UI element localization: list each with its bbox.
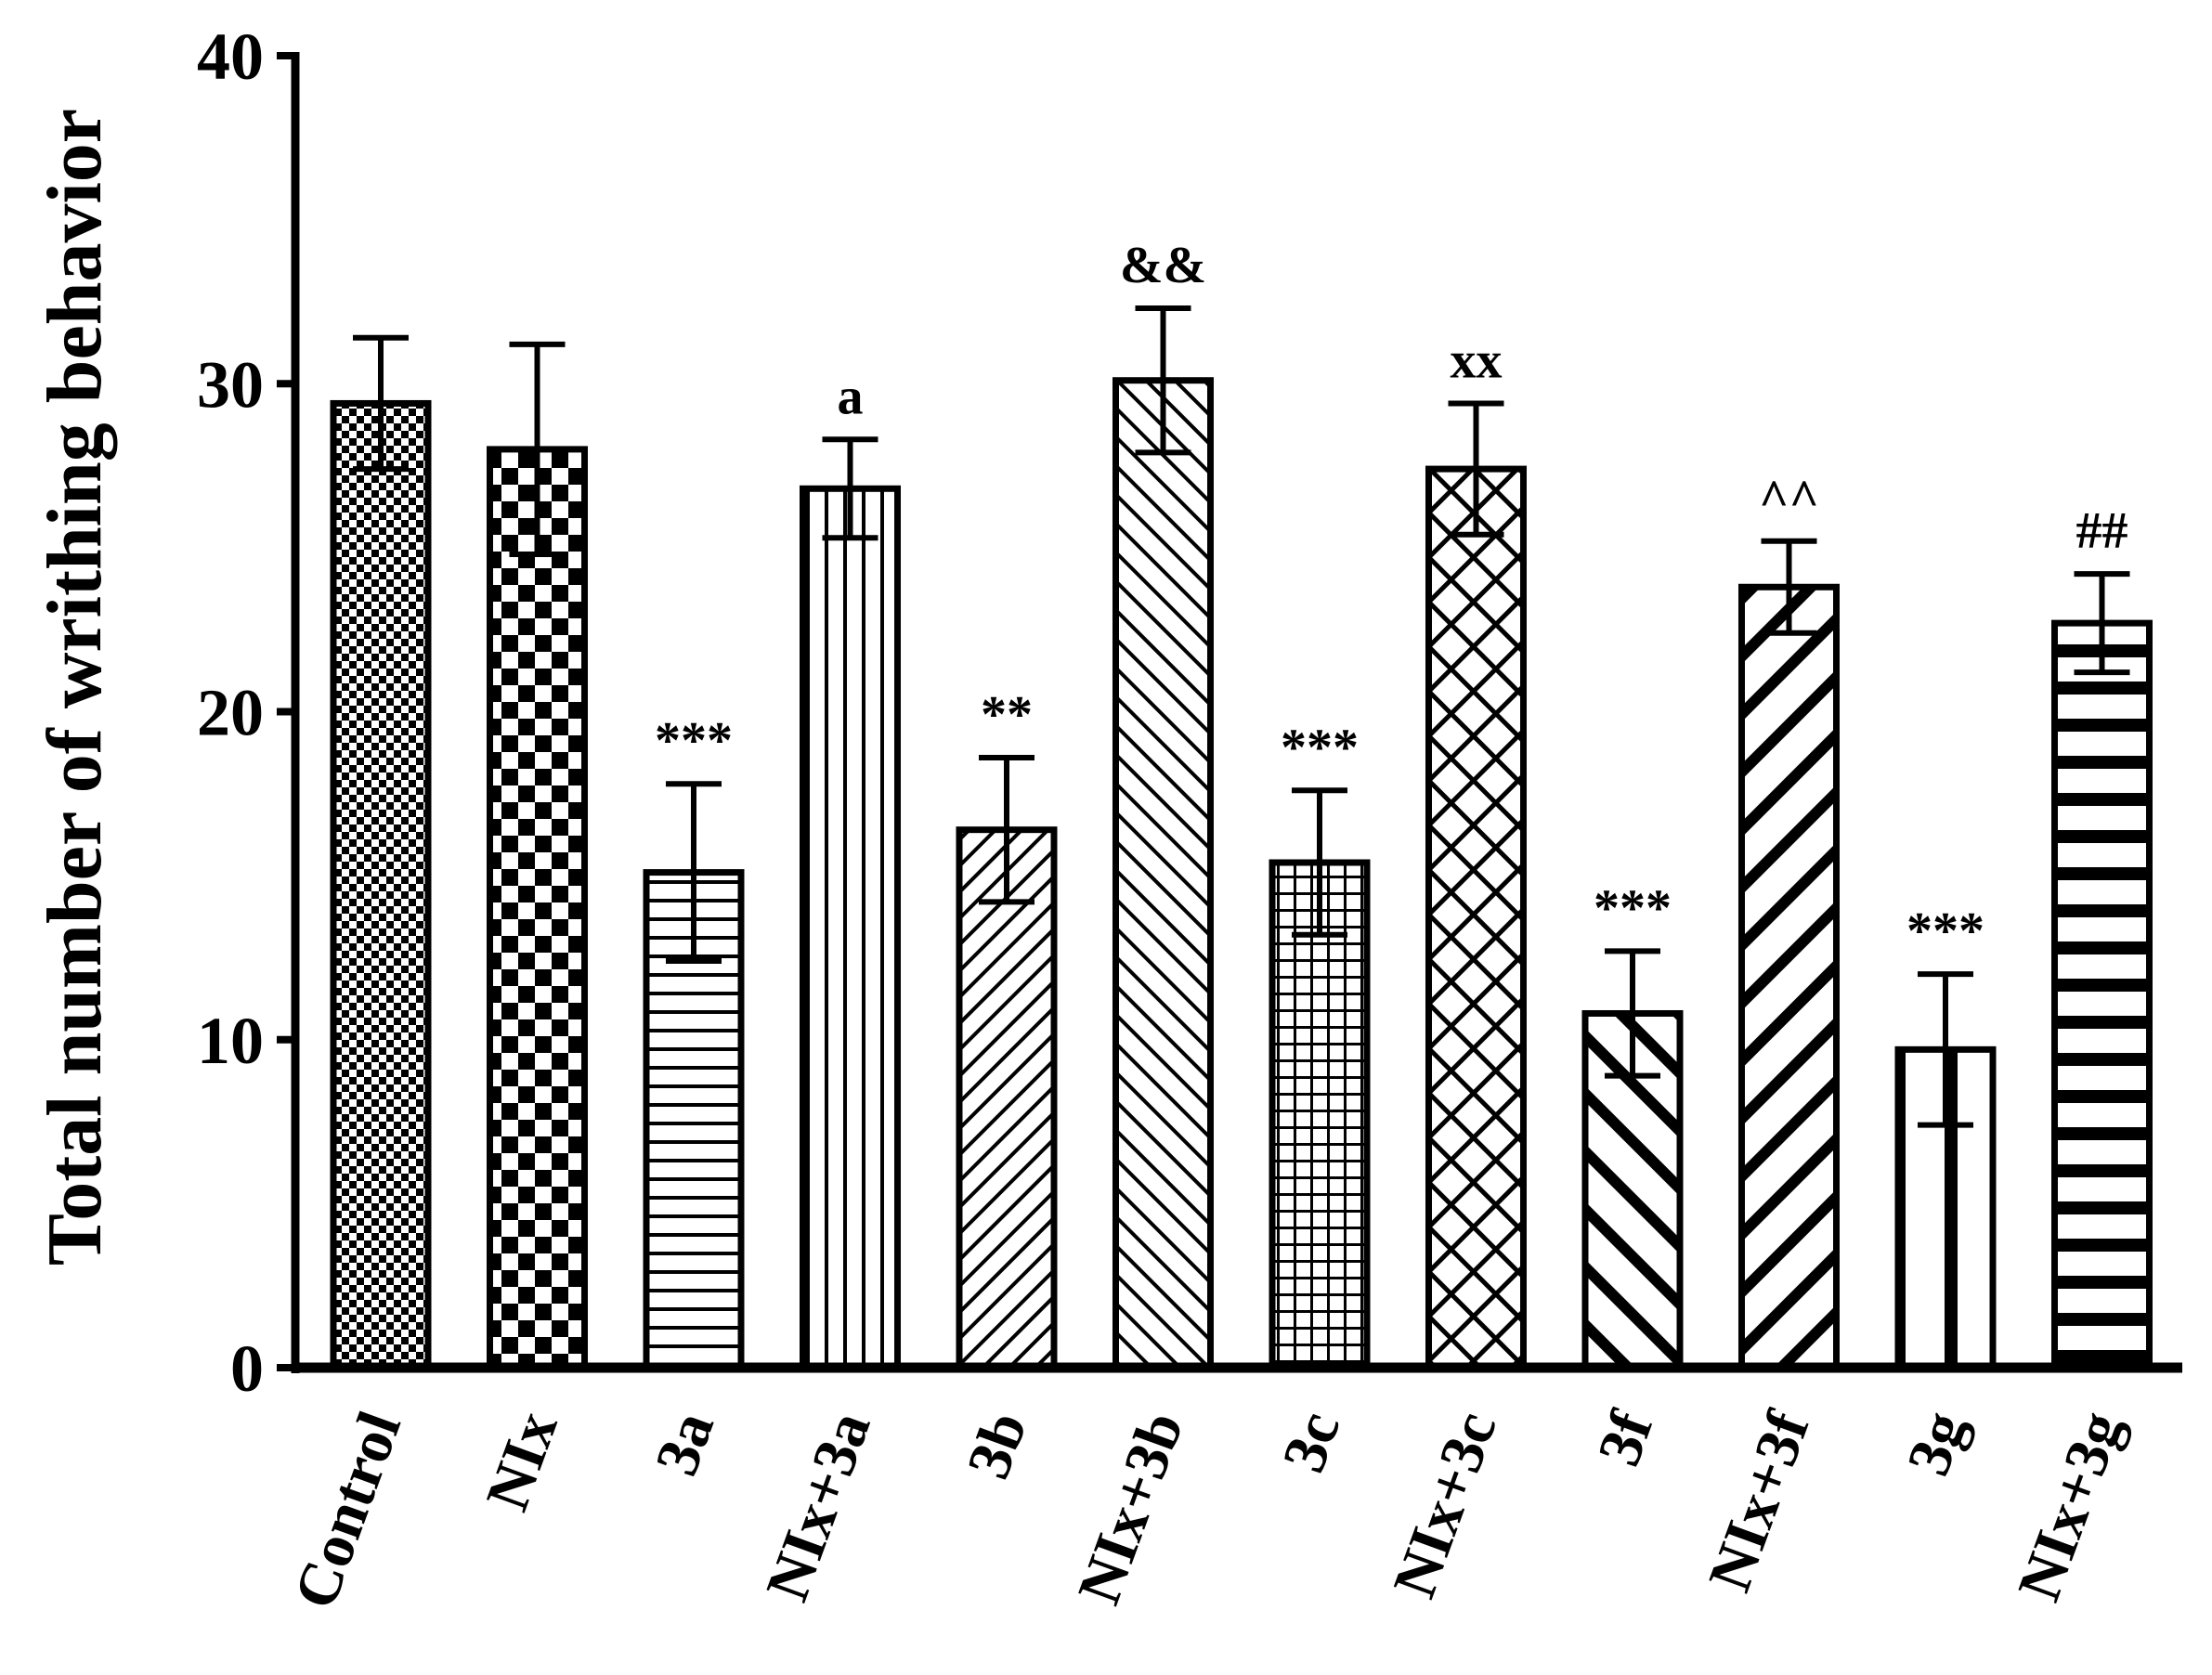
annotations-layer: *** a ** && *** xx *** ^^ *** ##: [655, 237, 2128, 960]
significance-label-3g: ***: [1906, 902, 1984, 960]
bar-nix-plus-3f: [1738, 583, 1840, 1371]
bar-control: [330, 399, 432, 1371]
bar-nix-plus-3a: [800, 485, 901, 1371]
x-tick-label-nix-plus-3b: NIx+3b: [1065, 1403, 1197, 1613]
y-tick-labels: 0 10 20 30 40: [197, 19, 264, 1406]
x-tick-label-nix-plus-3g: NIx+3g: [2005, 1403, 2135, 1609]
x-tick-label-3c: 3c: [1269, 1403, 1353, 1481]
y-axis-title: Total number of writhing behavior: [32, 109, 118, 1266]
x-tick-label-control: Control: [281, 1403, 414, 1617]
x-tick-labels: Control NIx 3a NIx+3a 3b NIx+3b 3c NIx+3c 3f NIx+…: [281, 1402, 2136, 1617]
bar-nix-plus-3b: [1113, 377, 1214, 1371]
x-tick-label-nix-plus-3c: NIx+3c: [1380, 1403, 1509, 1606]
significance-label-nix-plus-3a: a: [838, 368, 864, 425]
bar-nix-plus-3g: [2051, 619, 2153, 1371]
axes-layer: [277, 52, 2182, 1373]
x-tick-label-3b: 3b: [955, 1403, 1040, 1487]
x-tick-label-nix-plus-3a: NIx+3a: [753, 1403, 883, 1609]
significance-label-nix-plus-3f: ^^: [1759, 470, 1819, 527]
y-tick-label-30: 30: [197, 347, 264, 422]
x-tick-label-3g: 3g: [1894, 1403, 1979, 1484]
significance-label-nix-plus-3b: &&: [1120, 237, 1206, 294]
bars-layer: [330, 377, 2153, 1371]
bar-3c: [1269, 859, 1371, 1371]
y-tick-label-10: 10: [197, 1004, 264, 1078]
x-tick-label-3a: 3a: [643, 1403, 727, 1484]
x-tick-label-3f: 3f: [1585, 1402, 1667, 1474]
error-bars-layer: [353, 305, 2130, 1128]
error-bar-3b: [979, 754, 1034, 905]
bar-nix: [487, 446, 588, 1371]
y-tick-label-20: 20: [197, 676, 264, 750]
error-bar-nix-plus-3a: [822, 436, 878, 541]
error-bar-3f: [1605, 948, 1660, 1079]
error-bar-control: [353, 334, 409, 473]
bar-nix-plus-3c: [1425, 465, 1527, 1371]
significance-label-nix-plus-3g: ##: [2076, 502, 2128, 560]
error-bar-nix-plus-3b: [1135, 305, 1191, 456]
significance-label-3f: ***: [1594, 879, 1672, 937]
error-bar-3a: [666, 781, 722, 964]
significance-label-3c: ***: [1281, 719, 1359, 776]
error-bar-nix: [509, 341, 566, 557]
significance-label-nix-plus-3c: xx: [1451, 331, 1503, 389]
x-tick-label-nix-plus-3f: NIx+3f: [1696, 1402, 1823, 1600]
x-tick-label-nix: NIx: [474, 1403, 571, 1519]
bar-3b: [956, 826, 1058, 1371]
error-bar-3c: [1292, 787, 1347, 938]
y-tick-label-0: 0: [230, 1331, 264, 1406]
error-bar-nix-plus-3f: [1761, 538, 1817, 636]
significance-label-3b: **: [981, 686, 1033, 744]
error-bar-nix-plus-3g: [2074, 571, 2130, 676]
error-bar-nix-plus-3c: [1448, 400, 1504, 538]
y-tick-label-40: 40: [197, 19, 264, 94]
error-bar-3g: [1918, 971, 1973, 1128]
significance-label-3a: ***: [655, 712, 733, 770]
